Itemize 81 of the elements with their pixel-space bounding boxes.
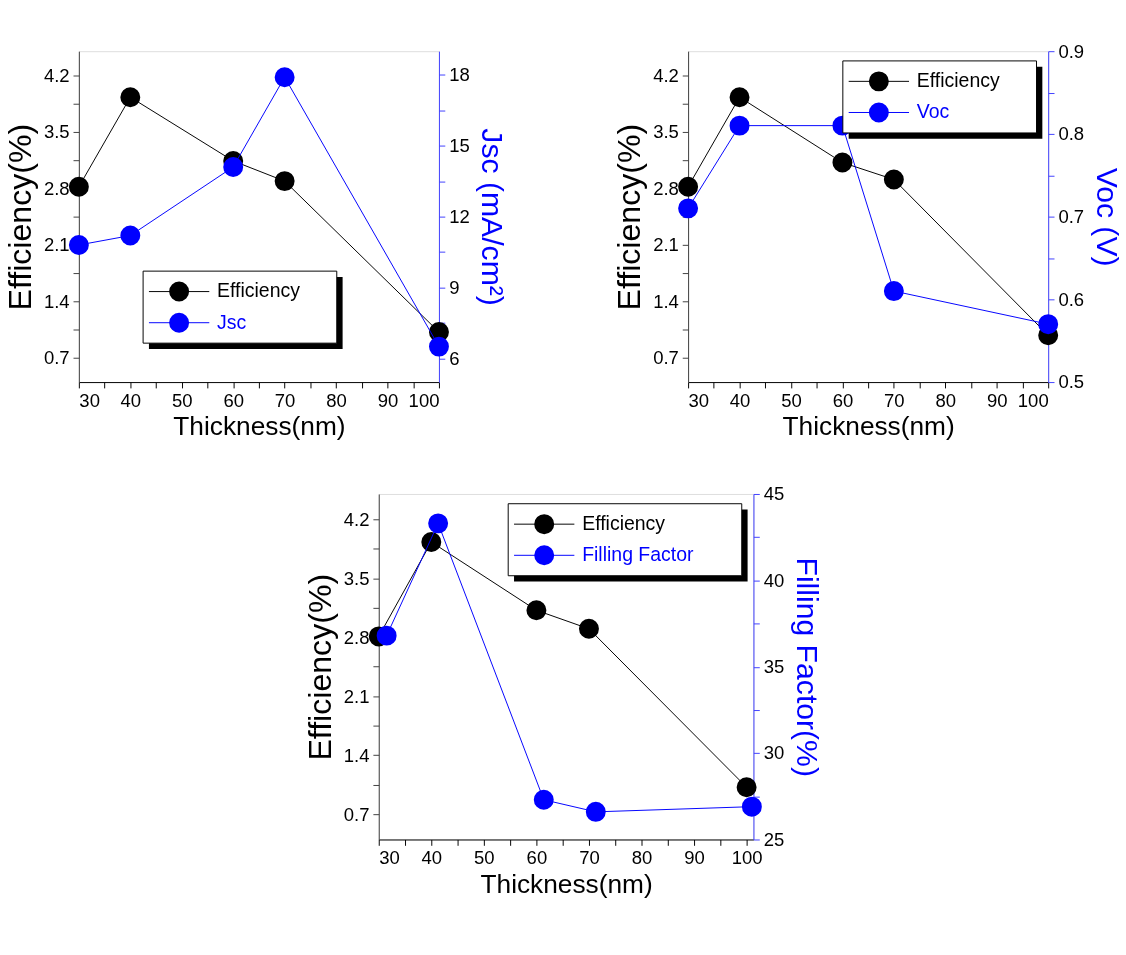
- x-tick-label: 90: [986, 389, 1008, 411]
- x-tick-label: 60: [223, 389, 244, 411]
- y2-tick-label: 25: [763, 828, 785, 850]
- x-tick-label: 50: [171, 389, 193, 411]
- y2-tick-label: 9: [449, 276, 460, 298]
- point: [736, 777, 757, 798]
- y2-tick-label: 15: [449, 135, 470, 157]
- x-tick-label: 30: [379, 847, 400, 869]
- y-tick-label: 0.7: [653, 347, 679, 369]
- y2-tick-label: 18: [449, 64, 470, 86]
- point: [578, 618, 599, 639]
- y2-tick-label: 45: [763, 483, 785, 505]
- x-tick-label: 30: [688, 389, 710, 411]
- y2-axis-title: Voc (V): [1090, 167, 1124, 267]
- point: [376, 625, 397, 646]
- y2-tick-label: 40: [763, 569, 785, 591]
- y-tick-label: 2.8: [653, 177, 679, 199]
- y-tick-label: 1.4: [43, 290, 70, 312]
- legend-label: Efficiency: [217, 279, 301, 302]
- y2-tick-label: 0.7: [1058, 205, 1085, 227]
- x-axis-title: Thickness(nm): [782, 411, 955, 442]
- y-tick-label: 2.8: [343, 626, 370, 648]
- y2-axis-title: Filling Factor(%): [790, 557, 824, 777]
- x-tick-label: 80: [935, 389, 957, 411]
- x-axis-title: Thickness(nm): [173, 411, 346, 442]
- x-tick-label: 40: [729, 389, 751, 411]
- point: [421, 532, 442, 552]
- point: [428, 513, 449, 534]
- y-tick-label: 3.5: [43, 121, 70, 143]
- y-tick-label: 3.5: [653, 121, 679, 143]
- y-tick-label: 2.1: [43, 234, 70, 256]
- y-tick-label: 1.4: [343, 744, 370, 766]
- y2-tick-label: 35: [763, 656, 785, 678]
- point: [741, 796, 762, 817]
- y-axis-title: Efficiency(%): [611, 123, 648, 311]
- x-tick-label: 100: [731, 847, 763, 869]
- y2-tick-label: 6: [449, 347, 460, 369]
- legend-label: Voc: [916, 100, 950, 123]
- y2-tick-label: 12: [449, 205, 470, 227]
- x-tick-label: 70: [884, 389, 905, 411]
- y-tick-label: 4.2: [653, 64, 679, 86]
- y2-tick-label: 0.6: [1058, 288, 1085, 310]
- y-tick-label: 2.1: [343, 685, 370, 707]
- x-tick-label: 70: [579, 847, 600, 869]
- y-tick-label: 4.2: [343, 508, 370, 530]
- x-tick-label: 40: [120, 389, 142, 411]
- x-tick-label: 80: [326, 389, 347, 411]
- y-axis-title: Efficiency(%): [302, 573, 339, 761]
- x-tick-label: 100: [408, 389, 440, 411]
- x-tick-label: 50: [781, 389, 802, 411]
- y2-tick-label: 0.5: [1058, 371, 1085, 393]
- legend-label: Efficiency: [582, 512, 666, 534]
- y-tick-label: 0.7: [43, 347, 70, 369]
- legend-label: Jsc: [217, 310, 247, 333]
- x-tick-label: 60: [526, 847, 548, 869]
- y2-tick-label: 30: [763, 742, 785, 764]
- x-tick-label: 90: [377, 389, 399, 411]
- y-axis-title: Efficiency(%): [2, 123, 39, 311]
- point: [585, 801, 606, 822]
- y-tick-label: 3.5: [343, 567, 370, 589]
- y-tick-label: 2.8: [43, 177, 70, 199]
- x-tick-label: 30: [79, 389, 100, 411]
- y-tick-label: 1.4: [653, 290, 679, 312]
- x-tick-label: 100: [1017, 389, 1049, 411]
- y2-axis-title: Jsc (mA/cm²): [476, 128, 510, 306]
- x-tick-label: 80: [631, 847, 653, 869]
- legend-label: Efficiency: [916, 69, 1000, 92]
- y-tick-label: 4.2: [43, 64, 70, 86]
- point: [533, 789, 554, 810]
- y-tick-label: 2.1: [653, 234, 679, 256]
- y2-tick-label: 0.9: [1058, 40, 1085, 62]
- point: [526, 600, 547, 621]
- x-tick-label: 50: [474, 847, 495, 869]
- legend-label: Filling Factor: [582, 543, 695, 566]
- x-tick-label: 90: [684, 847, 705, 869]
- y-tick-label: 0.7: [343, 803, 370, 825]
- x-axis-title: Thickness(nm): [480, 868, 653, 899]
- x-tick-label: 70: [274, 389, 296, 411]
- x-tick-label: 40: [421, 847, 443, 869]
- x-tick-label: 60: [832, 389, 854, 411]
- y2-tick-label: 0.8: [1058, 123, 1085, 145]
